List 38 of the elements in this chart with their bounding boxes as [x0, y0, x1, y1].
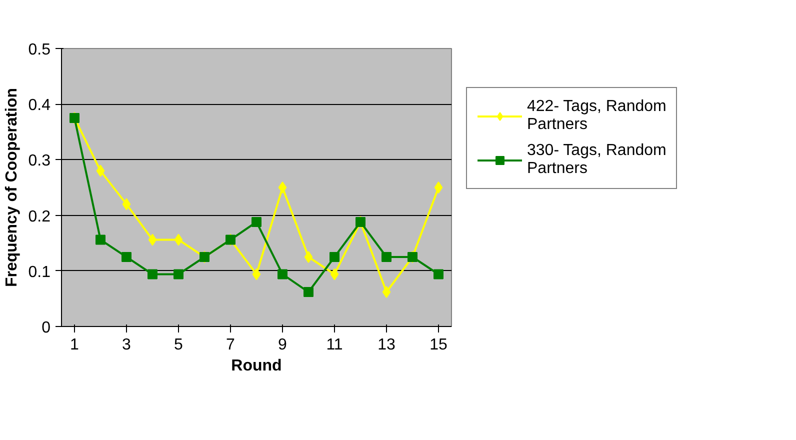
y-tick-label: 0.1: [28, 264, 51, 281]
y-tick-label: 0: [42, 320, 51, 336]
legend-label: 422- Tags, Random Partners: [527, 98, 666, 134]
x-tick-label: 5: [174, 336, 184, 354]
y-axis-title: Frequency of Cooperation: [3, 88, 20, 288]
legend-label: 330- Tags, Random Partners: [527, 142, 666, 178]
point: [330, 268, 339, 280]
y-tick-label: 0.5: [28, 42, 51, 58]
x-tick-label: 7: [226, 336, 236, 354]
point: [148, 234, 157, 246]
y-tick-label: 0.3: [28, 152, 51, 170]
x-tick-label: 13: [378, 336, 396, 354]
point: [304, 251, 313, 263]
point: [278, 182, 287, 194]
point: [96, 234, 106, 245]
point: [122, 198, 131, 210]
x-tick-label: 9: [278, 336, 288, 354]
point: [382, 252, 392, 262]
x-tick-label: 11: [326, 336, 343, 354]
point: [174, 234, 183, 246]
point: [278, 269, 288, 280]
x-tick-label: 3: [122, 336, 132, 354]
point: [174, 269, 184, 280]
point: [252, 216, 262, 227]
x-axis-title: Round: [231, 358, 282, 374]
point: [434, 182, 443, 194]
point: [304, 287, 314, 298]
point: [252, 268, 261, 280]
point: [382, 286, 391, 298]
point: [148, 269, 158, 280]
x-tick-label: 15: [430, 336, 448, 354]
point: [122, 252, 132, 262]
point: [434, 269, 444, 280]
y-tick-label: 0.2: [28, 208, 51, 226]
point: [330, 252, 340, 262]
y-tick-label: 0.4: [28, 97, 51, 114]
x-tick-label: 1: [70, 336, 80, 354]
point: [96, 164, 105, 177]
